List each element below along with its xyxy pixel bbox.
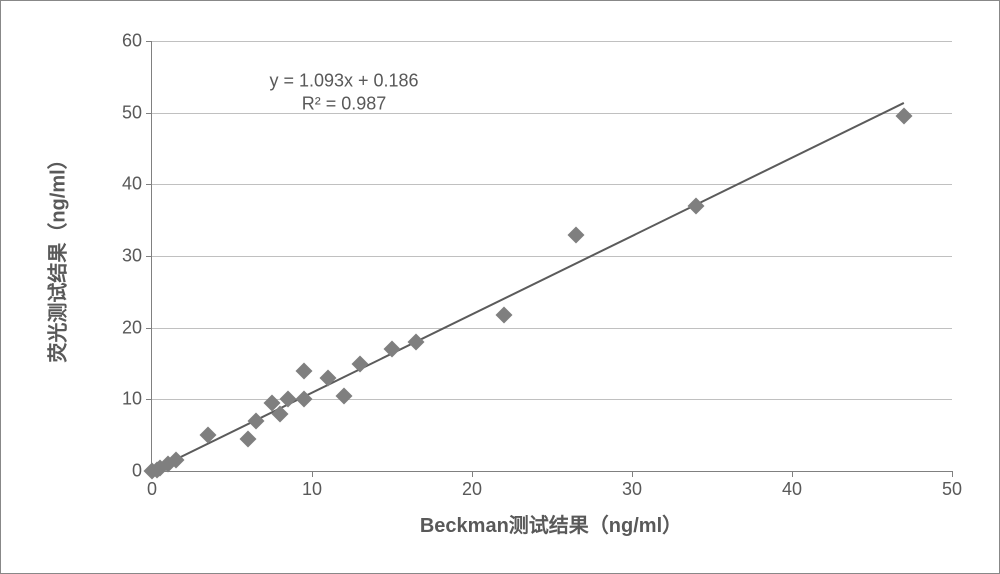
ytick-label: 40 xyxy=(122,174,152,195)
gridline-h xyxy=(152,256,952,257)
ytick-label: 30 xyxy=(122,246,152,267)
xtick-label: 30 xyxy=(622,471,642,500)
plot-area: 010203040506001020304050y = 1.093x + 0.1… xyxy=(151,41,952,472)
equation-label: y = 1.093x + 0.186R² = 0.987 xyxy=(269,69,418,116)
data-point xyxy=(240,430,257,447)
gridline-h xyxy=(152,184,952,185)
chart-container: 010203040506001020304050y = 1.093x + 0.1… xyxy=(0,0,1000,574)
ytick-label: 10 xyxy=(122,389,152,410)
y-axis-label: 荧光测试结果（ng/ml） xyxy=(42,149,71,362)
gridline-h xyxy=(152,41,952,42)
data-point xyxy=(496,306,513,323)
equation-text: y = 1.093x + 0.186 xyxy=(269,69,418,92)
ytick-label: 60 xyxy=(122,31,152,52)
r2-text: R² = 0.987 xyxy=(269,93,418,116)
data-point xyxy=(408,334,425,351)
data-point xyxy=(568,226,585,243)
data-point xyxy=(896,108,913,125)
xtick-label: 50 xyxy=(942,471,962,500)
x-axis-label: Beckman测试结果（ng/ml） xyxy=(420,509,682,538)
ytick-label: 50 xyxy=(122,102,152,123)
gridline-h xyxy=(152,328,952,329)
data-point xyxy=(320,369,337,386)
trendline xyxy=(152,102,905,472)
ytick-label: 20 xyxy=(122,317,152,338)
data-point xyxy=(296,362,313,379)
xtick-label: 40 xyxy=(782,471,802,500)
data-point xyxy=(336,387,353,404)
xtick-label: 10 xyxy=(302,471,322,500)
data-point xyxy=(352,355,369,372)
xtick-label: 20 xyxy=(462,471,482,500)
